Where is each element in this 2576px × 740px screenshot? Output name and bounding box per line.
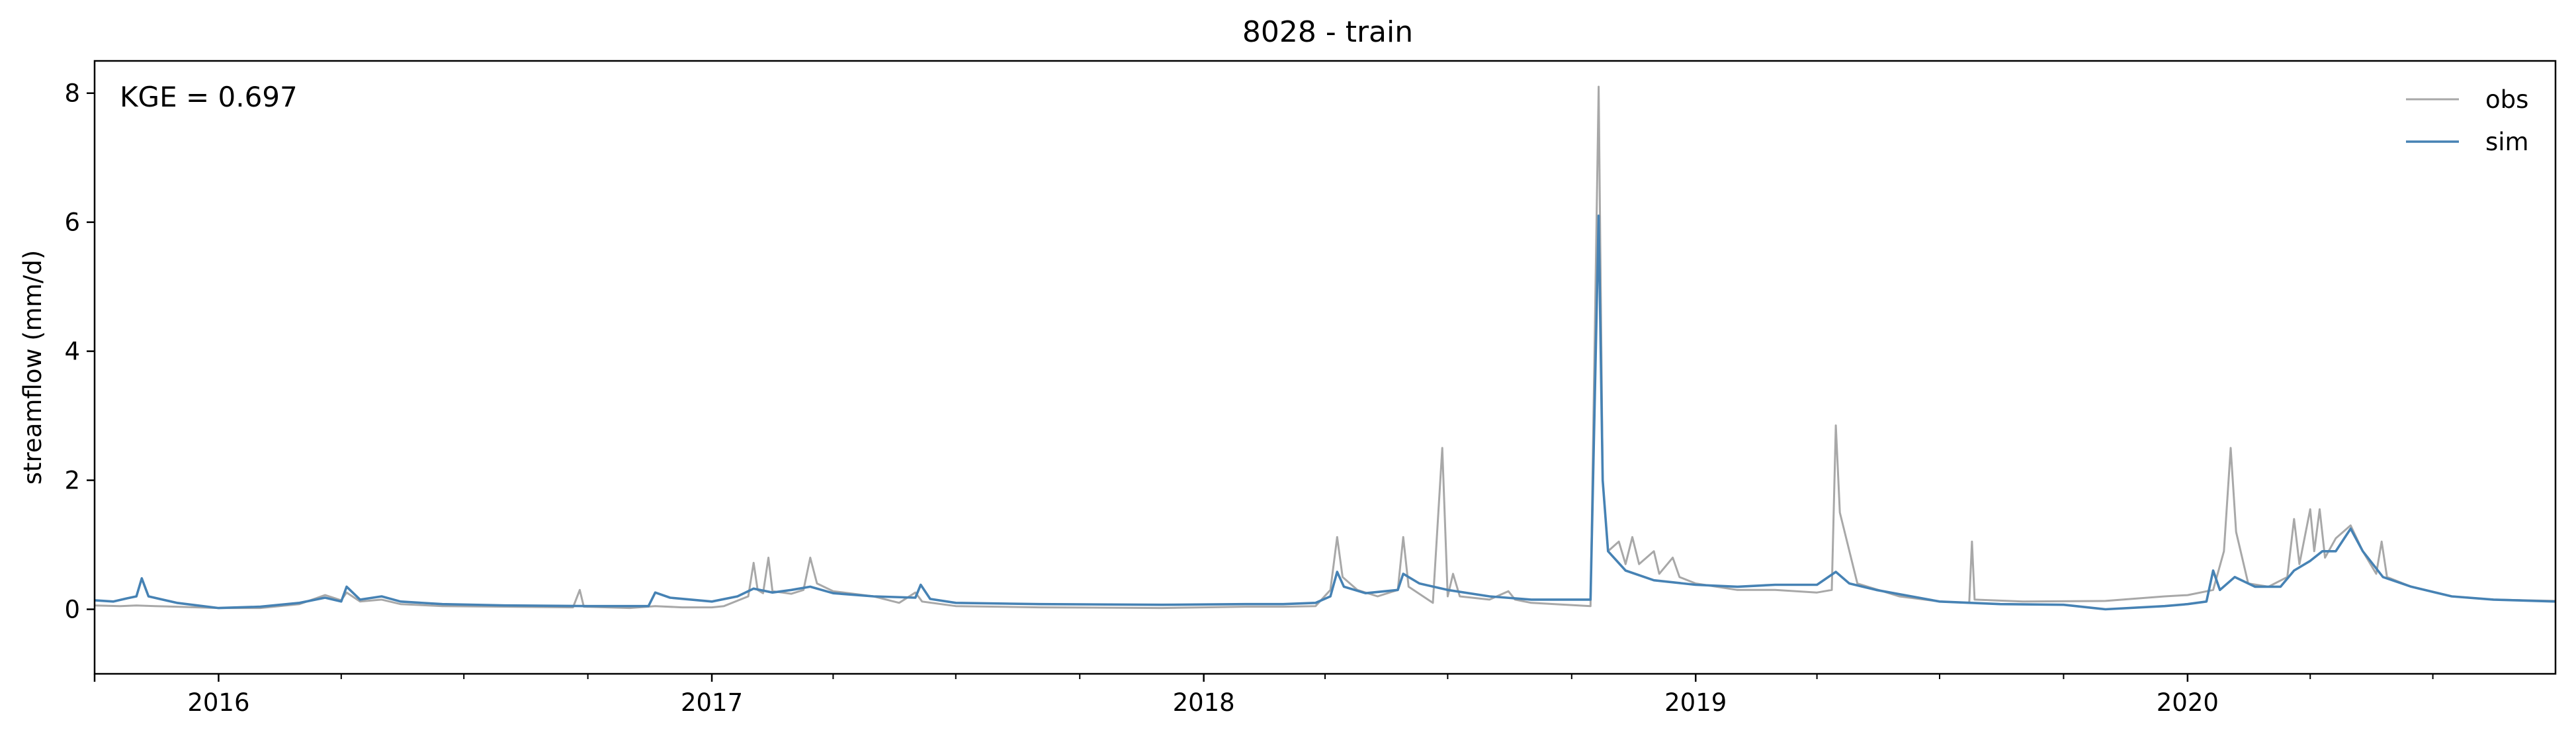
series-layer <box>95 85 2555 611</box>
y-tick-label: 8 <box>64 79 80 108</box>
x-tick-label: 2016 <box>187 688 249 717</box>
y-tick-label: 4 <box>64 338 80 366</box>
plot-area <box>93 60 2557 675</box>
x-tick-label: 2018 <box>1173 688 1235 717</box>
y-tick-label: 2 <box>64 467 80 495</box>
chart-title: 8028 - train <box>1242 15 1413 49</box>
y-axis: 0 2 4 6 8 <box>64 79 95 624</box>
x-tick-label: 2019 <box>1664 688 1727 717</box>
y-tick-label: 0 <box>64 596 80 624</box>
plot-frame <box>93 60 2557 675</box>
x-axis: 2016 2017 2018 2019 2020 <box>93 674 2434 717</box>
legend-label-obs: obs <box>2485 85 2528 114</box>
legend[interactable]: obs sim <box>2406 85 2529 156</box>
x-tick-label: 2020 <box>2157 688 2219 717</box>
legend-label-sim: sim <box>2485 128 2529 156</box>
y-axis-label: streamflow (mm/d) <box>19 250 47 485</box>
y-tick-label: 6 <box>64 208 80 237</box>
x-tick-label: 2017 <box>681 688 743 717</box>
series-line-obs <box>95 85 2555 610</box>
kge-annotation: KGE = 0.697 <box>120 81 298 113</box>
series-line-sim <box>95 214 2555 611</box>
